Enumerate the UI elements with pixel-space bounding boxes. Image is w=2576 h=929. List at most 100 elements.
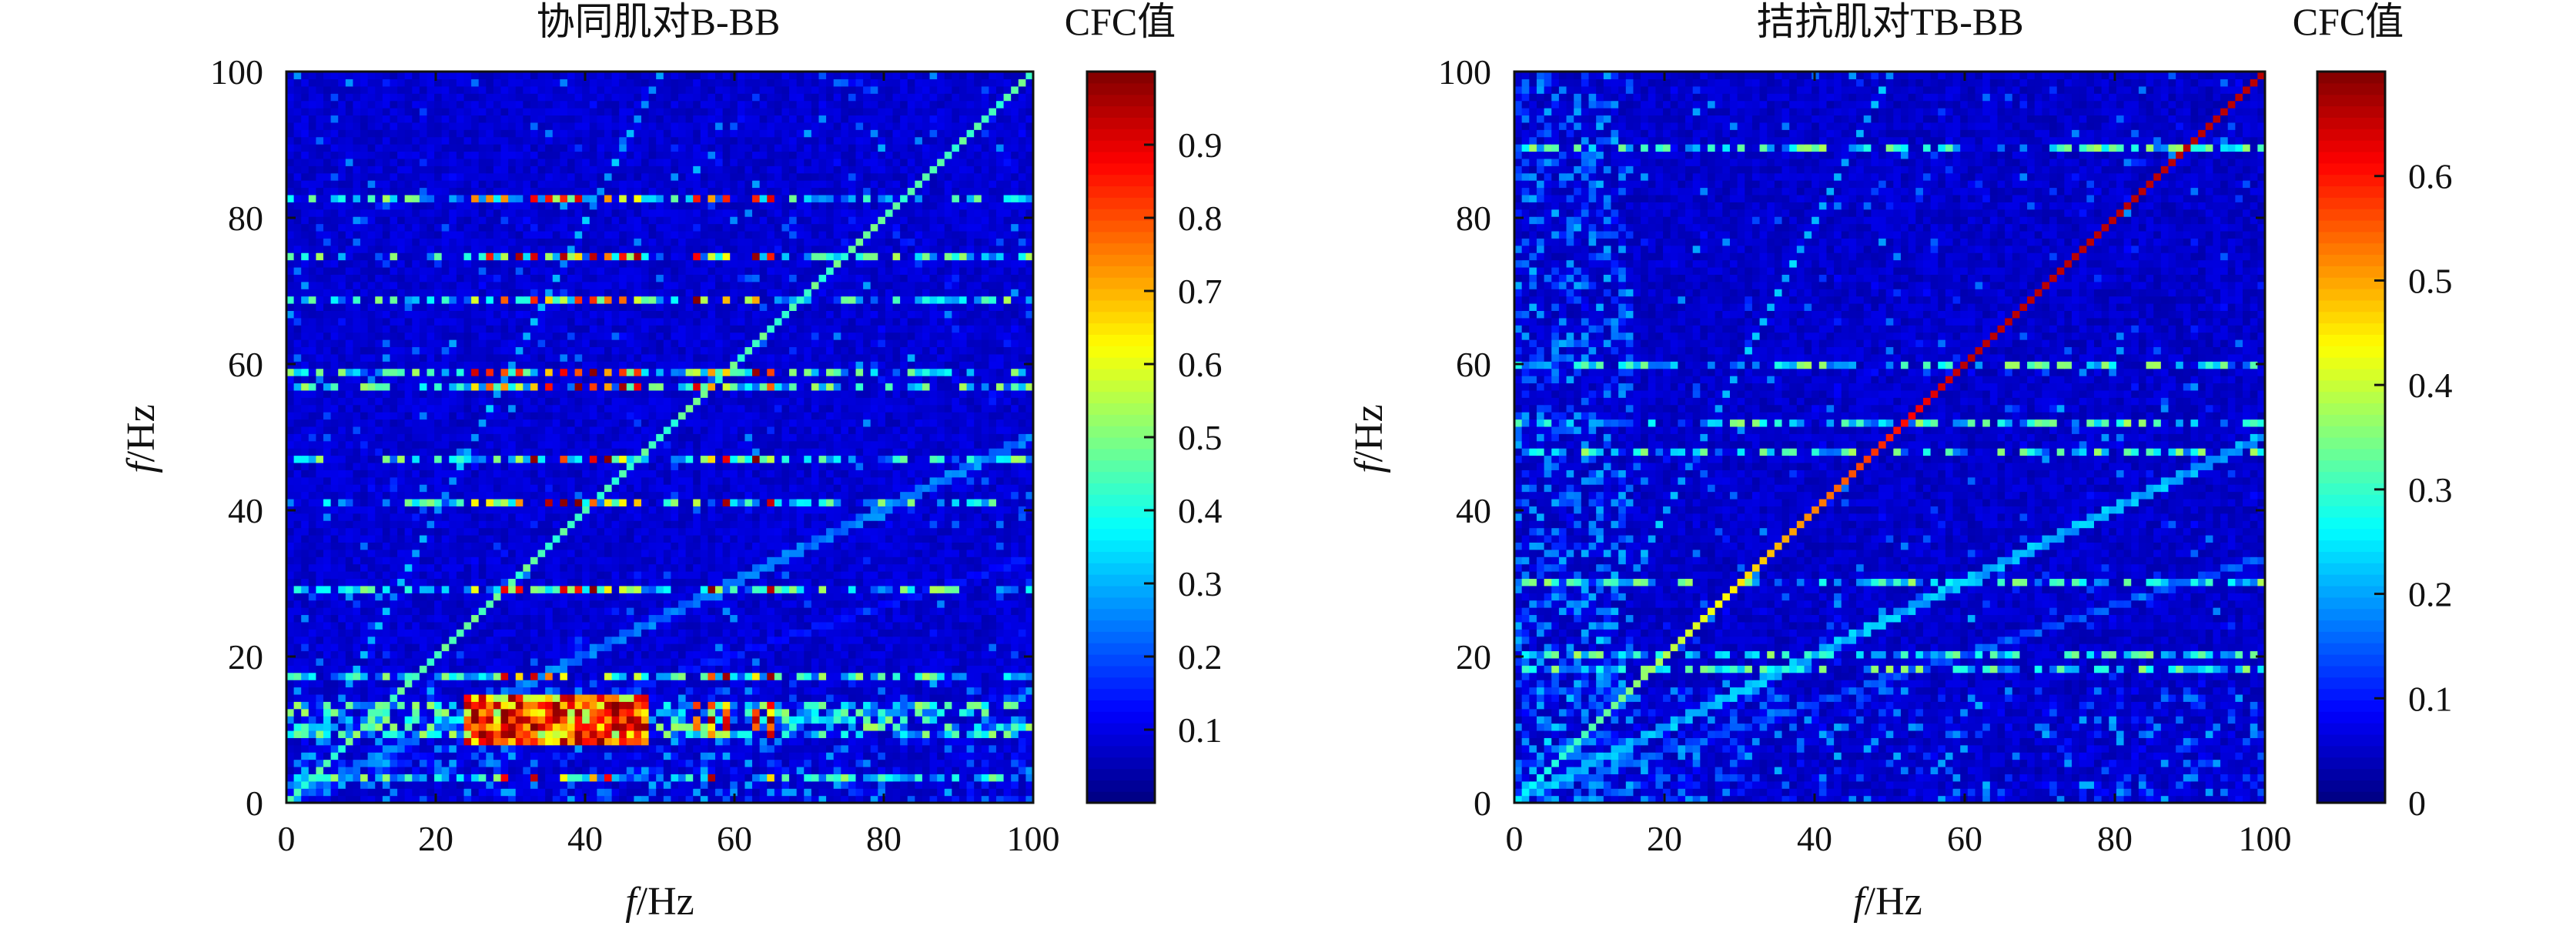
- heatmap-cell: [493, 693, 502, 702]
- heatmap-cell: [974, 795, 982, 804]
- heatmap-cell: [360, 448, 369, 456]
- heatmap-cell: [855, 680, 864, 688]
- heatmap-cell: [530, 455, 539, 463]
- heatmap-cell: [486, 563, 494, 572]
- heatmap-cell: [589, 506, 597, 514]
- heatmap-cell: [811, 744, 820, 753]
- heatmap-cell: [974, 643, 982, 652]
- heatmap-cell: [730, 650, 738, 659]
- heatmap-cell: [826, 498, 835, 506]
- heatmap-cell: [648, 614, 657, 623]
- heatmap-cell: [390, 774, 398, 782]
- heatmap-cell: [530, 701, 539, 710]
- heatmap-cell: [937, 708, 945, 717]
- heatmap-cell: [878, 629, 886, 637]
- heatmap-cell: [715, 701, 724, 710]
- heatmap-cell: [515, 629, 524, 637]
- heatmap-cell: [974, 780, 982, 789]
- heatmap-cell: [974, 527, 982, 536]
- heatmap-cell: [848, 657, 857, 666]
- heatmap-cell: [604, 693, 613, 702]
- heatmap-cell: [863, 600, 871, 608]
- heatmap-cell: [456, 744, 465, 753]
- heatmap-cell: [330, 491, 339, 500]
- heatmap-cell: [648, 506, 657, 514]
- heatmap-cell: [952, 542, 960, 550]
- heatmap-cell: [619, 672, 627, 680]
- heatmap-cell: [619, 723, 627, 731]
- heatmap-cell: [952, 766, 960, 774]
- heatmap-cell: [722, 491, 731, 500]
- heatmap-cell: [382, 513, 391, 521]
- heatmap-cell: [841, 788, 849, 797]
- heatmap-cell: [360, 737, 369, 746]
- heatmap-cell: [382, 470, 391, 478]
- heatmap-cell: [375, 578, 383, 586]
- heatmap-cell: [508, 665, 517, 673]
- heatmap-cell: [671, 752, 679, 760]
- heatmap-cell: [737, 607, 746, 616]
- heatmap-cell: [708, 527, 716, 536]
- heatmap-cell: [855, 448, 864, 456]
- heatmap-cell: [500, 513, 509, 521]
- heatmap-cell: [523, 506, 531, 514]
- heatmap-cell: [330, 534, 339, 543]
- heatmap-cell: [500, 506, 509, 514]
- heatmap-cell: [456, 643, 465, 652]
- heatmap-cell: [456, 636, 465, 644]
- heatmap-cell: [907, 571, 915, 580]
- heatmap-cell: [530, 571, 539, 580]
- heatmap-cell: [826, 549, 835, 557]
- heatmap-cell: [767, 556, 775, 565]
- heatmap-cell: [604, 440, 613, 449]
- heatmap-cell: [486, 716, 494, 724]
- heatmap-cell: [404, 593, 413, 601]
- heatmap-cell: [730, 448, 738, 456]
- heatmap-cell: [353, 484, 361, 493]
- heatmap-cell: [966, 687, 975, 695]
- heatmap-cell: [560, 780, 568, 789]
- heatmap-cell: [1018, 723, 1026, 731]
- heatmap-cell: [767, 708, 775, 717]
- heatmap-cell: [1025, 578, 1034, 586]
- heatmap-cell: [693, 650, 701, 659]
- heatmap-cell: [1018, 643, 1026, 652]
- heatmap-cell: [1025, 723, 1034, 731]
- heatmap-cell: [804, 774, 812, 782]
- heatmap-cell: [338, 491, 346, 500]
- heatmap-cell: [900, 708, 908, 717]
- heatmap-cell: [878, 730, 886, 738]
- heatmap-cell: [552, 766, 560, 774]
- heatmap-cell: [308, 687, 317, 695]
- heatmap-cell: [715, 498, 724, 506]
- heatmap-cell: [700, 672, 709, 680]
- heatmap-cell: [316, 657, 324, 666]
- heatmap-cell: [789, 701, 798, 710]
- heatmap-cell: [722, 534, 731, 543]
- heatmap-cell: [818, 687, 827, 695]
- heatmap-cell: [537, 556, 546, 565]
- heatmap-cell: [907, 708, 915, 717]
- heatmap-cell: [574, 470, 583, 478]
- heatmap-cell: [641, 723, 650, 731]
- heatmap-cell: [441, 549, 450, 557]
- heatmap-cell: [892, 752, 901, 760]
- heatmap-cell: [700, 520, 709, 529]
- heatmap-cell: [922, 643, 931, 652]
- heatmap-cell: [626, 571, 634, 580]
- heatmap-cell: [286, 440, 295, 449]
- heatmap-cell: [323, 556, 332, 565]
- heatmap-cell: [345, 737, 354, 746]
- heatmap-cell: [523, 716, 531, 724]
- heatmap-cell: [382, 484, 391, 493]
- heatmap-cell: [744, 470, 753, 478]
- heatmap-cell: [818, 723, 827, 731]
- heatmap-cell: [434, 774, 443, 782]
- heatmap-cell: [744, 774, 753, 782]
- heatmap-cell: [463, 795, 472, 804]
- heatmap-cell: [833, 774, 841, 782]
- heatmap-cell: [323, 693, 332, 702]
- heatmap-cell: [648, 650, 657, 659]
- heatmap-cell: [471, 462, 480, 470]
- heatmap-cell: [671, 614, 679, 623]
